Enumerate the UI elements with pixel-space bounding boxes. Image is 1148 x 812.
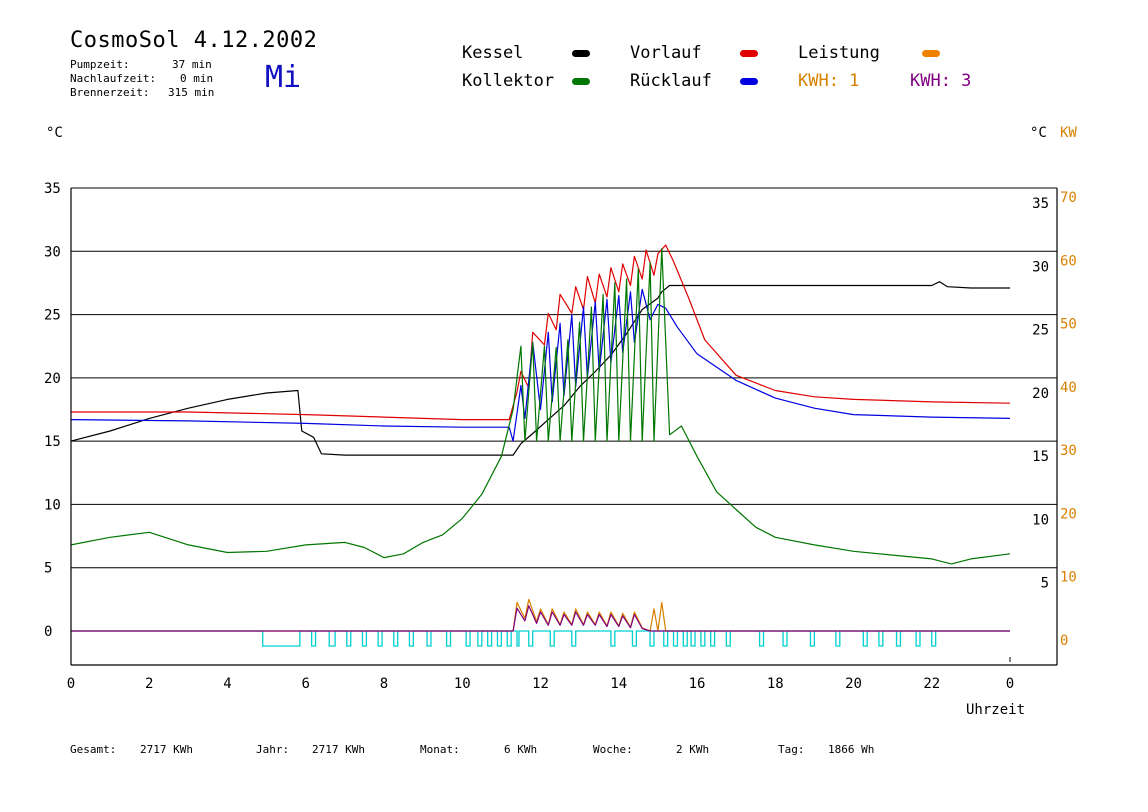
legend-vorlauf-swatch xyxy=(740,50,758,57)
series-line-3 xyxy=(70,248,1011,565)
legend-kollektor-label: Kollektor xyxy=(462,71,555,91)
chart-title: CosmoSol 4.12.2002 xyxy=(70,28,318,53)
series-line-2 xyxy=(70,288,1011,442)
legend-kessel-label: Kessel xyxy=(462,43,524,63)
stat-brennerzeit-label: Brennerzeit: xyxy=(70,86,150,99)
footer-monat-value: 6 KWh xyxy=(504,743,538,756)
y2-kw-tick-label-20: 20 xyxy=(1060,506,1077,522)
x-tick-label-5: 10 xyxy=(454,676,471,692)
footer-gesamt-label: Gesamt: xyxy=(70,743,117,756)
y2-celsius-tick-label-10: 10 xyxy=(1032,512,1049,528)
footer-tag-label: Tag: xyxy=(778,743,805,756)
x-tick-label-8: 16 xyxy=(689,676,706,692)
x-tick-label-11: 22 xyxy=(923,676,940,692)
y2-celsius-tick-label-25: 25 xyxy=(1032,323,1049,339)
footer-gesamt-value: 2717 KWh xyxy=(140,743,193,756)
footer-monat-label: Monat: xyxy=(420,743,460,756)
y2-celsius-tick-label-35: 35 xyxy=(1032,196,1049,212)
stat-pumpzeit-label: Pumpzeit: xyxy=(70,58,130,71)
right-axis-unit-kw: KW xyxy=(1060,125,1077,141)
stat-nachlaufzeit-label: Nachlaufzeit: xyxy=(70,72,157,85)
series-line-5 xyxy=(71,605,1010,632)
pump-activity-line xyxy=(71,630,1010,647)
y-tick-label-0: 0 xyxy=(44,624,52,640)
legend-leistung-swatch xyxy=(922,50,940,57)
legend-kwh3-label: KWH: 3 xyxy=(910,71,972,91)
stat-brennerzeit-value: 315 min xyxy=(168,86,215,99)
series-line-0 xyxy=(70,281,1010,456)
y2-celsius-tick-label-20: 20 xyxy=(1032,386,1049,402)
footer-jahr-value: 2717 KWh xyxy=(312,743,365,756)
x-tick-label-12: 0 xyxy=(1006,676,1014,692)
legend-ruecklauf-label: Rücklauf xyxy=(630,71,712,91)
stat-nachlaufzeit-value: 0 min xyxy=(180,72,214,85)
legend-ruecklauf-swatch xyxy=(740,78,758,85)
x-tick-label-2: 4 xyxy=(223,676,231,692)
y-tick-label-15: 15 xyxy=(44,434,61,450)
legend-leistung-label: Leistung xyxy=(798,43,880,63)
x-axis-label: Uhrzeit xyxy=(966,702,1026,718)
y2-kw-tick-label-0: 0 xyxy=(1060,633,1068,649)
x-tick-label-3: 6 xyxy=(302,676,310,692)
y-tick-label-25: 25 xyxy=(44,308,61,324)
x-tick-label-9: 18 xyxy=(767,676,784,692)
footer-tag-value: 1866 Wh xyxy=(828,743,875,756)
y2-kw-tick-label-40: 40 xyxy=(1060,380,1077,396)
right-axis-unit-celsius: °C xyxy=(1030,125,1047,141)
x-tick-label-4: 8 xyxy=(380,676,388,692)
legend-vorlauf-label: Vorlauf xyxy=(630,43,702,63)
y2-celsius-tick-label-15: 15 xyxy=(1032,449,1049,465)
legend-kessel-swatch xyxy=(572,50,590,57)
y-tick-label-35: 35 xyxy=(44,181,61,197)
y2-kw-tick-label-30: 30 xyxy=(1060,443,1077,459)
y2-kw-tick-label-10: 10 xyxy=(1060,570,1077,586)
legend-kwh1-label: KWH: 1 xyxy=(798,71,860,91)
y2-kw-tick-label-50: 50 xyxy=(1060,317,1077,333)
footer-woche-value: 2 KWh xyxy=(676,743,710,756)
x-tick-label-0: 0 xyxy=(67,676,75,692)
y-tick-label-20: 20 xyxy=(44,371,61,387)
series-line-1 xyxy=(71,244,1011,421)
y-tick-label-10: 10 xyxy=(44,497,61,513)
y2-kw-tick-label-60: 60 xyxy=(1060,253,1077,269)
y-tick-label-30: 30 xyxy=(44,244,61,260)
footer-jahr-label: Jahr: xyxy=(256,743,290,756)
y2-celsius-tick-label-30: 30 xyxy=(1032,259,1049,275)
legend-kollektor-swatch xyxy=(572,78,590,85)
stat-pumpzeit-value: 37 min xyxy=(172,58,212,71)
y2-kw-tick-label-70: 70 xyxy=(1060,190,1077,206)
x-tick-label-1: 2 xyxy=(145,676,153,692)
x-tick-label-10: 20 xyxy=(845,676,862,692)
x-tick-label-7: 14 xyxy=(610,676,627,692)
series-line-4 xyxy=(71,598,1010,632)
left-axis-unit: °C xyxy=(46,125,63,141)
weekday-label: Mi xyxy=(265,60,302,95)
x-tick-label-6: 12 xyxy=(532,676,549,692)
y-tick-label-5: 5 xyxy=(44,561,52,577)
footer-woche-label: Woche: xyxy=(593,743,633,756)
y2-celsius-tick-label-5: 5 xyxy=(1041,576,1049,592)
